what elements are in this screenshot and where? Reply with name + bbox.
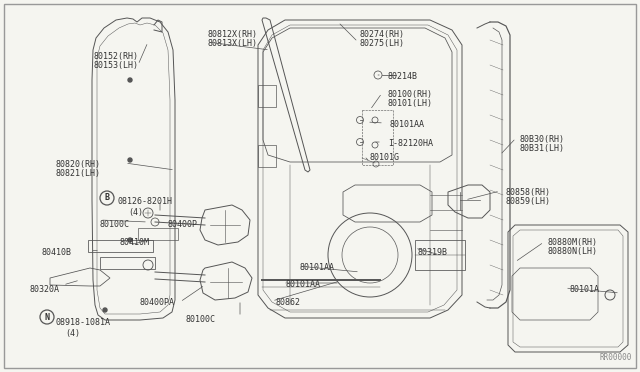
Text: 08126-8201H: 08126-8201H (118, 197, 173, 206)
Text: 80410B: 80410B (42, 248, 72, 257)
Text: 80101G: 80101G (370, 153, 400, 162)
Text: 80400PA: 80400PA (140, 298, 175, 307)
Circle shape (128, 78, 132, 82)
Bar (88, 240, 153, 252)
Text: 80101AA: 80101AA (285, 280, 320, 289)
Text: 80274(RH): 80274(RH) (360, 30, 405, 39)
Text: (4): (4) (128, 208, 143, 217)
Text: B: B (104, 193, 109, 202)
Text: 80319B: 80319B (418, 248, 448, 257)
Circle shape (128, 238, 132, 242)
Text: 80275(LH): 80275(LH) (360, 39, 405, 48)
Text: 80812X(RH): 80812X(RH) (207, 30, 257, 39)
Text: 80152(RH): 80152(RH) (93, 52, 138, 61)
Text: (4): (4) (65, 329, 80, 338)
Bar (415, 240, 465, 270)
Text: 80100C: 80100C (100, 220, 130, 229)
Text: 80813X(LH): 80813X(LH) (207, 39, 257, 48)
Text: 80100(RH): 80100(RH) (388, 90, 433, 99)
Circle shape (103, 308, 107, 312)
Text: 80B31(LH): 80B31(LH) (520, 144, 565, 153)
Text: N: N (45, 312, 49, 321)
Text: 80880N(LH): 80880N(LH) (548, 247, 598, 256)
Bar (100, 257, 155, 269)
Text: 80B30(RH): 80B30(RH) (520, 135, 565, 144)
Text: 80410M: 80410M (120, 238, 150, 247)
Text: 80821(LH): 80821(LH) (55, 169, 100, 178)
Text: I-82120HA: I-82120HA (388, 139, 433, 148)
Bar (258, 145, 276, 167)
Bar (138, 228, 178, 240)
Bar (258, 85, 276, 107)
Text: 80858(RH): 80858(RH) (505, 188, 550, 197)
Text: 80859(LH): 80859(LH) (505, 197, 550, 206)
Text: 80880M(RH): 80880M(RH) (548, 238, 598, 247)
Text: 08918-1081A: 08918-1081A (55, 318, 110, 327)
Text: 80101(LH): 80101(LH) (388, 99, 433, 108)
Text: 80400P: 80400P (168, 220, 198, 229)
Text: 80101AA: 80101AA (300, 263, 335, 272)
Text: 80101AA: 80101AA (390, 120, 425, 129)
Text: 80820(RH): 80820(RH) (55, 160, 100, 169)
Text: 80153(LH): 80153(LH) (93, 61, 138, 70)
Text: 80862: 80862 (275, 298, 300, 307)
Text: 80100C: 80100C (185, 315, 215, 324)
Circle shape (128, 158, 132, 162)
Text: 80320A: 80320A (30, 285, 60, 294)
Text: 80214B: 80214B (388, 72, 418, 81)
Text: 80101A: 80101A (570, 285, 600, 294)
Text: RR00000: RR00000 (600, 353, 632, 362)
